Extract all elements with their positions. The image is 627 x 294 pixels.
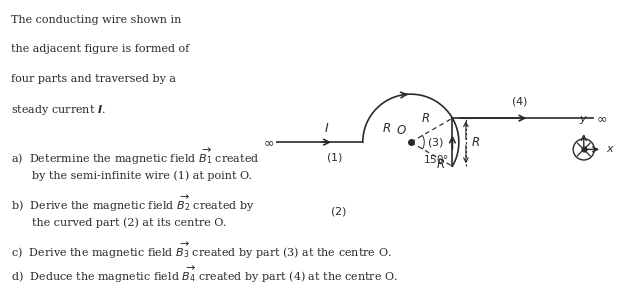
Text: the curved part (2) at its centre O.: the curved part (2) at its centre O. — [11, 218, 226, 228]
Text: c)  Derive the magnetic field $\overrightarrow{B_3}$ created by part (3) at the : c) Derive the magnetic field $\overright… — [11, 241, 392, 261]
Text: $x$: $x$ — [606, 144, 615, 154]
Text: $\infty$: $\infty$ — [596, 112, 607, 125]
Text: b)  Derive the magnetic field $\overrightarrow{B_2}$ created by: b) Derive the magnetic field $\overright… — [11, 194, 255, 214]
Text: $(3)$: $(3)$ — [427, 136, 444, 149]
Text: $R$: $R$ — [471, 136, 480, 149]
Text: The conducting wire shown in: The conducting wire shown in — [11, 15, 181, 25]
Text: a)  Determine the magnetic field $\overrightarrow{B_1}$ created: a) Determine the magnetic field $\overri… — [11, 147, 260, 167]
Text: $O$: $O$ — [396, 124, 407, 137]
Text: the adjacent figure is formed of: the adjacent figure is formed of — [11, 44, 189, 54]
Text: four parts and traversed by a: four parts and traversed by a — [11, 74, 176, 83]
Text: $150°$: $150°$ — [423, 153, 450, 165]
Text: $R$: $R$ — [382, 123, 391, 136]
Text: $(2)$: $(2)$ — [330, 205, 347, 218]
Text: $(4)$: $(4)$ — [511, 95, 528, 108]
Text: $y$: $y$ — [579, 114, 588, 126]
Text: d)  Deduce the magnetic field $\overrightarrow{B_4}$ created by part (4) at the : d) Deduce the magnetic field $\overright… — [11, 265, 398, 285]
Text: $I$: $I$ — [324, 123, 329, 136]
Text: steady current $\boldsymbol{I}$.: steady current $\boldsymbol{I}$. — [11, 103, 106, 117]
Text: by the semi-infinite wire (1) at point O.: by the semi-infinite wire (1) at point O… — [11, 171, 252, 181]
Text: $\infty$: $\infty$ — [263, 136, 274, 149]
Text: $(1)$: $(1)$ — [325, 151, 342, 164]
Text: $R$: $R$ — [436, 158, 445, 171]
Text: $R$: $R$ — [421, 112, 430, 125]
